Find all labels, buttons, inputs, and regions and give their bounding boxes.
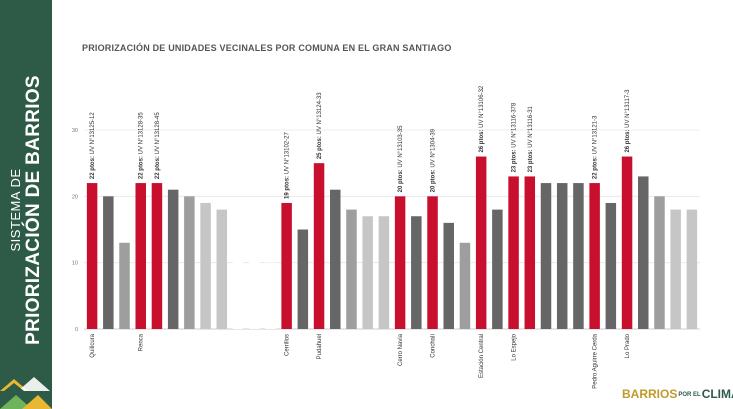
bar-36 [670,209,681,329]
category-label-0: Quilicura [90,333,96,357]
sidebar-decoration [0,377,52,409]
category-label-33: Lo Prado [625,333,631,358]
bar-7 [200,202,211,329]
category-label-14: Pudahuel [317,334,323,359]
sidebar: SISTEMA DE PRIORIZACIÓN DE BARRIOS [0,0,52,409]
y-tick-label: 10 [72,261,78,267]
bar-15 [330,189,341,329]
bar-26 [508,176,519,329]
bar-33 [621,156,633,329]
category-label-12: Cerrillos [285,334,291,356]
bar-28 [540,183,552,329]
bar-31 [589,183,600,329]
bar-34 [638,176,649,329]
bar-annotation-14: 25 ptos: UV N°13124-33 [317,92,323,159]
bar-annotation-12: 19 ptos: UV N°13102-27 [285,132,291,199]
bar-22 [443,222,454,329]
category-label-31: Pedro Aguirre Cerda [593,333,599,388]
bar-17 [362,216,373,329]
logo-text-por-el: POR EL [678,392,701,398]
bar-18 [378,216,390,329]
bar-12 [281,202,292,329]
bar-9 [232,222,244,329]
category-label-24: Estación Central [479,334,485,378]
y-tick-label: 20 [72,194,78,200]
bar-10 [248,222,260,329]
bar-19 [394,196,406,329]
category-label-3: Renca [139,333,145,351]
bar-6 [184,196,195,329]
bar-5 [167,189,179,329]
bar-8 [216,209,228,329]
category-label-21: Conchalí [431,334,437,358]
bar-16 [346,209,357,329]
bar-0 [86,183,98,329]
bar-annotation-24: 26 ptos: UV N°13106-32 [479,85,485,152]
bar-21 [427,196,438,329]
bar-11 [265,262,276,329]
brand-logo: BARRIOSPOR ELCLIMA [622,388,733,400]
bar-annotation-3: 22 ptos: UV N°13128-35 [139,112,145,179]
bar-annotation-19: 20 ptos: UV N°13103-35 [398,125,404,192]
bar-annotation-33: 26 ptos: UV N°13117-3 [625,89,631,153]
logo-text-clima: CLIMA [701,387,733,401]
bar-1 [103,196,114,329]
bar-annotation-0: 22 ptos: UV N°13125-12 [90,112,96,179]
bar-24 [475,156,487,329]
bar-annotation-4: 22 ptos: UV N°13128-45 [155,112,161,179]
bar-29 [556,183,568,329]
y-tick-label: 30 [72,128,78,134]
bar-35 [654,196,665,329]
bar-30 [573,183,584,329]
bar-14 [313,163,325,329]
bar-23 [459,242,471,329]
category-label-26: Lo Espejo [512,333,518,360]
logo-text-barrios: BARRIOS [622,387,678,401]
bar-annotation-21: 20 ptos: UV N°1304-39 [431,128,437,192]
bar-annotation-31: 22 ptos: UV N°13121-3 [593,115,599,179]
bar-2 [119,242,130,329]
bar-3 [135,183,146,329]
bar-13 [297,229,309,329]
bar-4 [151,183,163,329]
chart-title: PRIORIZACIÓN DE UNIDADES VECINALES POR C… [82,43,452,53]
category-label-19: Cerro Navia [398,333,404,366]
bar-25 [492,209,503,329]
bar-annotation-26: 23 ptos: UV N°13116-378 [512,102,518,172]
bar-annotation-27: 23 ptos: UV N°13116-31 [528,105,534,172]
bar-20 [411,216,422,329]
y-tick-label: 0 [75,327,78,333]
bar-32 [605,202,617,329]
bar-37 [686,209,698,329]
bar-27 [524,176,536,329]
